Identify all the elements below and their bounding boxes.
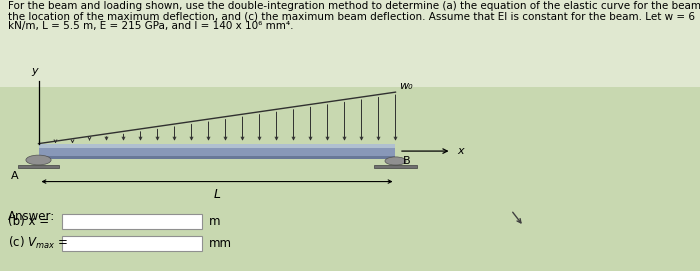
FancyBboxPatch shape <box>62 236 202 251</box>
Bar <box>0 0 700 87</box>
Text: x: x <box>457 146 463 156</box>
Text: B: B <box>402 156 410 166</box>
Circle shape <box>26 155 51 165</box>
Text: (b) x =: (b) x = <box>8 215 50 228</box>
FancyBboxPatch shape <box>62 214 202 229</box>
Text: kN/m, L = 5.5 m, E = 215 GPa, and I = 140 x 10⁶ mm⁴.: kN/m, L = 5.5 m, E = 215 GPa, and I = 14… <box>8 21 294 31</box>
Text: A: A <box>10 171 18 181</box>
Text: For the beam and loading shown, use the double-integration method to determine (: For the beam and loading shown, use the … <box>8 1 700 11</box>
Text: L: L <box>214 188 220 201</box>
Text: m: m <box>209 215 220 228</box>
Bar <box>38 144 395 148</box>
Bar <box>38 156 395 159</box>
Text: (c) $V_{max}$ =: (c) $V_{max}$ = <box>8 235 69 251</box>
Text: Answer:: Answer: <box>8 210 56 223</box>
Circle shape <box>385 157 406 165</box>
Text: y: y <box>32 66 38 76</box>
Text: w₀: w₀ <box>399 81 412 91</box>
Bar <box>18 165 60 168</box>
Text: mm: mm <box>209 237 232 250</box>
Bar <box>38 144 395 159</box>
Text: the location of the maximum deflection, and (c) the maximum beam deflection. Ass: the location of the maximum deflection, … <box>8 11 695 21</box>
Bar <box>374 165 416 168</box>
